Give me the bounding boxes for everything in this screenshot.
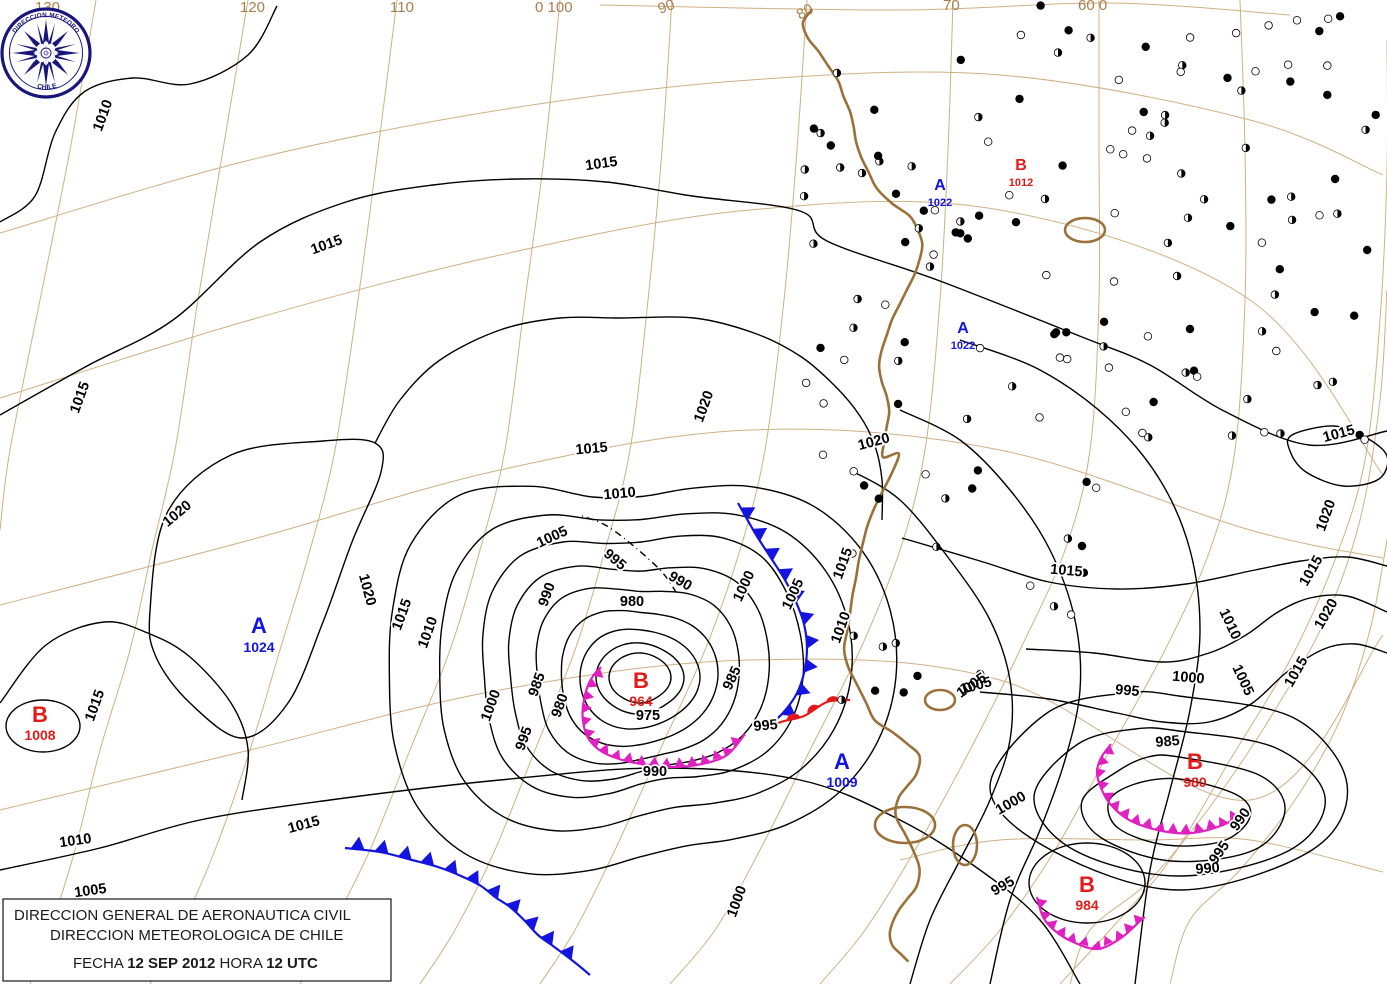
svg-text:A: A [834, 749, 850, 774]
svg-text:995: 995 [753, 717, 779, 735]
svg-text:A: A [957, 320, 969, 337]
svg-text:985: 985 [1155, 733, 1181, 751]
svg-text:0 100: 0 100 [535, 0, 573, 16]
svg-text:A: A [251, 613, 267, 638]
svg-text:DIRECCION METEOROLOGICA DE CHI: DIRECCION METEOROLOGICA DE CHILE [50, 927, 343, 944]
svg-text:DIRECCION GENERAL DE AERONAUTI: DIRECCION GENERAL DE AERONAUTICA CIVIL [14, 907, 351, 924]
svg-text:70: 70 [943, 0, 960, 14]
svg-text:B: B [32, 702, 48, 727]
svg-text:B: B [633, 668, 649, 693]
svg-text:B: B [1015, 157, 1027, 174]
svg-text:990: 990 [1195, 860, 1221, 878]
svg-text:980: 980 [620, 594, 644, 610]
svg-text:984: 984 [1075, 897, 1099, 913]
svg-text:1010: 1010 [603, 485, 637, 504]
svg-text:980: 980 [1183, 774, 1207, 790]
svg-text:975: 975 [636, 708, 660, 724]
svg-text:995: 995 [1115, 682, 1141, 700]
svg-text:FECHA 12 SEP 2012 HORA 12 UTC: FECHA 12 SEP 2012 HORA 12 UTC [73, 955, 318, 972]
svg-text:1012: 1012 [1009, 177, 1033, 189]
svg-text:B: B [1187, 749, 1203, 774]
svg-text:B: B [1079, 872, 1095, 897]
svg-text:60 0: 60 0 [1078, 0, 1107, 14]
svg-text:1009: 1009 [826, 774, 857, 790]
svg-text:120: 120 [240, 0, 265, 16]
svg-text:1015: 1015 [575, 440, 609, 459]
svg-text:990: 990 [643, 764, 667, 780]
svg-text:1022: 1022 [928, 197, 952, 209]
svg-text:A: A [934, 177, 946, 194]
svg-text:964: 964 [629, 693, 653, 709]
svg-text:1015: 1015 [1050, 562, 1084, 581]
svg-text:1008: 1008 [24, 727, 55, 743]
svg-text:1024: 1024 [243, 639, 274, 655]
svg-text:1000: 1000 [1172, 669, 1206, 688]
svg-text:1022: 1022 [951, 340, 975, 352]
svg-text:110: 110 [390, 0, 414, 16]
